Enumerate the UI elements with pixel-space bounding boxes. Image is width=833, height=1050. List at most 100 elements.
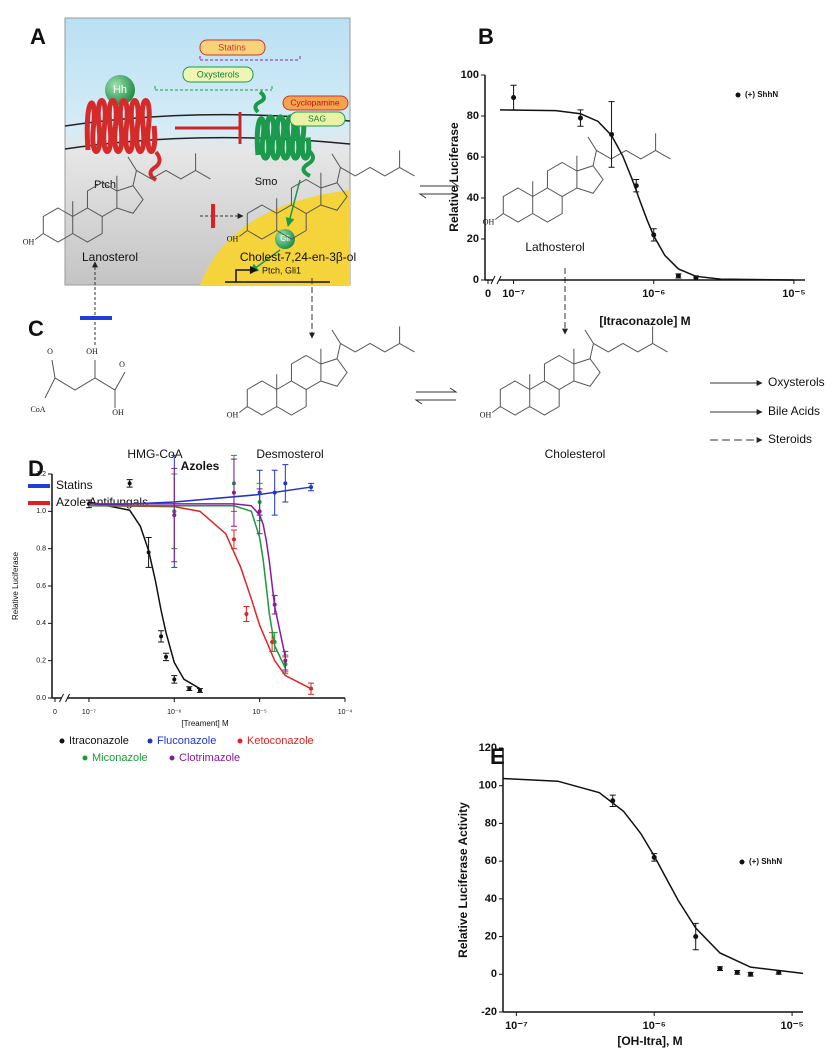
axis-break xyxy=(493,277,499,283)
panel-a: Statins Oxysterols Hh Cyclopamine SAG Pt… xyxy=(64,17,351,286)
smo-tail xyxy=(301,148,315,178)
legend-marker xyxy=(147,738,153,744)
structure-name: Lanosterol xyxy=(82,250,138,264)
panel-label: B xyxy=(478,24,494,49)
data-point xyxy=(283,658,288,663)
y-tick-label: 100 xyxy=(461,69,479,81)
atom-label: OH xyxy=(112,408,124,417)
data-point xyxy=(651,854,657,860)
fit-curve xyxy=(88,503,287,658)
y-axis-label: Relative Luciferase Activity xyxy=(456,802,470,958)
data-point xyxy=(651,232,657,238)
x-tick-label: 10⁻⁷ xyxy=(502,288,525,300)
legend-label: (+) ShhN xyxy=(745,90,778,99)
y-tick-label: 60 xyxy=(467,151,479,163)
data-point xyxy=(197,688,202,693)
legend-marker xyxy=(739,859,745,865)
y-tick-label: 120 xyxy=(479,742,497,754)
sag-box xyxy=(289,111,346,127)
x-tick-label: 10⁻⁷ xyxy=(82,709,96,716)
sterol-structure xyxy=(238,150,415,240)
atom-label: O xyxy=(47,347,53,356)
hh-text: Hh xyxy=(113,84,127,96)
sterol-structure xyxy=(34,153,211,243)
y-tick-label: 80 xyxy=(485,817,497,829)
equilibrium xyxy=(414,387,458,405)
statins-text: Statins xyxy=(218,42,246,52)
y-tick-label: 0.2 xyxy=(36,658,46,665)
oxysterol-bracket xyxy=(154,86,273,91)
gli-text: Gli xyxy=(280,234,290,243)
data-point xyxy=(511,95,517,101)
fit-curve xyxy=(499,109,794,281)
chart-title: Azoles xyxy=(181,459,220,473)
y-axis-label: Relative Luciferase xyxy=(447,122,461,232)
axis-break xyxy=(59,693,70,703)
data-point xyxy=(717,966,723,972)
panel-label: D xyxy=(28,456,44,481)
oxysterols-box xyxy=(182,66,254,83)
statins-box xyxy=(199,39,266,56)
atom-label: CoA xyxy=(30,405,45,414)
data-point xyxy=(272,640,277,644)
data-point xyxy=(748,971,754,977)
legend-marker xyxy=(169,755,175,761)
x-tick-label: 0 xyxy=(485,288,491,300)
hh-ligand xyxy=(105,75,135,105)
legend-label: Ketoconazole xyxy=(247,735,314,747)
data-point xyxy=(283,481,288,486)
data-point xyxy=(693,934,699,940)
legend-marker xyxy=(82,755,88,761)
fit-curve xyxy=(88,504,287,669)
structure-name: Cholest-7,24-en-3β-ol xyxy=(240,250,356,264)
y-axis-label: Relative Luciferase xyxy=(11,551,20,620)
x-axis-label: [Treament] M xyxy=(181,719,229,728)
data-point xyxy=(272,602,277,607)
data-point xyxy=(309,485,314,490)
nucleus xyxy=(200,190,350,285)
legend-label: (+) ShhN xyxy=(749,857,782,866)
product: Oxysterols xyxy=(768,375,825,389)
x-tick-label: 10⁻⁶ xyxy=(167,709,181,716)
legend-label: Itraconazole xyxy=(69,735,129,747)
y-tick-label: 0.0 xyxy=(36,695,46,702)
y-tick-label: 0 xyxy=(491,968,497,980)
equilibrium xyxy=(418,181,460,199)
x-axis-label: [OH-Itra], M xyxy=(617,1034,682,1048)
x-tick-label: 10⁻⁵ xyxy=(780,1020,803,1032)
y-tick-label: 100 xyxy=(479,780,497,792)
y-tick-label: 0 xyxy=(473,274,479,286)
gli-ball xyxy=(275,229,295,249)
panel-label: C xyxy=(28,316,44,341)
data-point xyxy=(257,509,262,514)
oxysterols-text: Oxysterols xyxy=(197,69,240,79)
data-point xyxy=(187,686,192,691)
y-tick-label: 20 xyxy=(467,233,479,245)
legend-label: Fluconazole xyxy=(157,735,216,747)
y-tick-label: -20 xyxy=(481,1006,497,1018)
y-tick-label: 0.6 xyxy=(36,583,46,590)
hmg-coa-structure xyxy=(44,359,126,408)
legend-label: Clotrimazole xyxy=(179,752,240,764)
x-tick-label: 10⁻⁴ xyxy=(338,709,353,716)
data-point xyxy=(734,969,740,975)
x-tick-label: 0 xyxy=(53,709,57,716)
smo-label: Smo xyxy=(255,176,278,188)
sterol-structure xyxy=(491,326,668,416)
fit-curve xyxy=(88,504,312,690)
hydroxyl: OH xyxy=(483,217,495,226)
data-point xyxy=(231,490,236,495)
ptch-tail xyxy=(148,150,162,182)
hydroxyl: OH xyxy=(23,237,35,246)
cyclopamine-box xyxy=(282,95,349,111)
panel-c xyxy=(44,181,763,443)
product: Bile Acids xyxy=(768,404,820,418)
x-tick-label: 10⁻⁶ xyxy=(643,1020,666,1032)
panel-label: A xyxy=(30,24,46,49)
y-tick-label: 40 xyxy=(467,192,479,204)
hydroxyl: OH xyxy=(227,410,239,419)
ptch-protein xyxy=(84,98,158,154)
data-point xyxy=(272,490,277,495)
data-point xyxy=(164,654,169,659)
structure-name: Cholesterol xyxy=(545,447,606,461)
